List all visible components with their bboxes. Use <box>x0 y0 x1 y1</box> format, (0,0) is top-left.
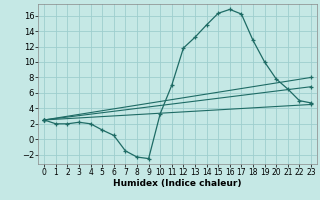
X-axis label: Humidex (Indice chaleur): Humidex (Indice chaleur) <box>113 179 242 188</box>
